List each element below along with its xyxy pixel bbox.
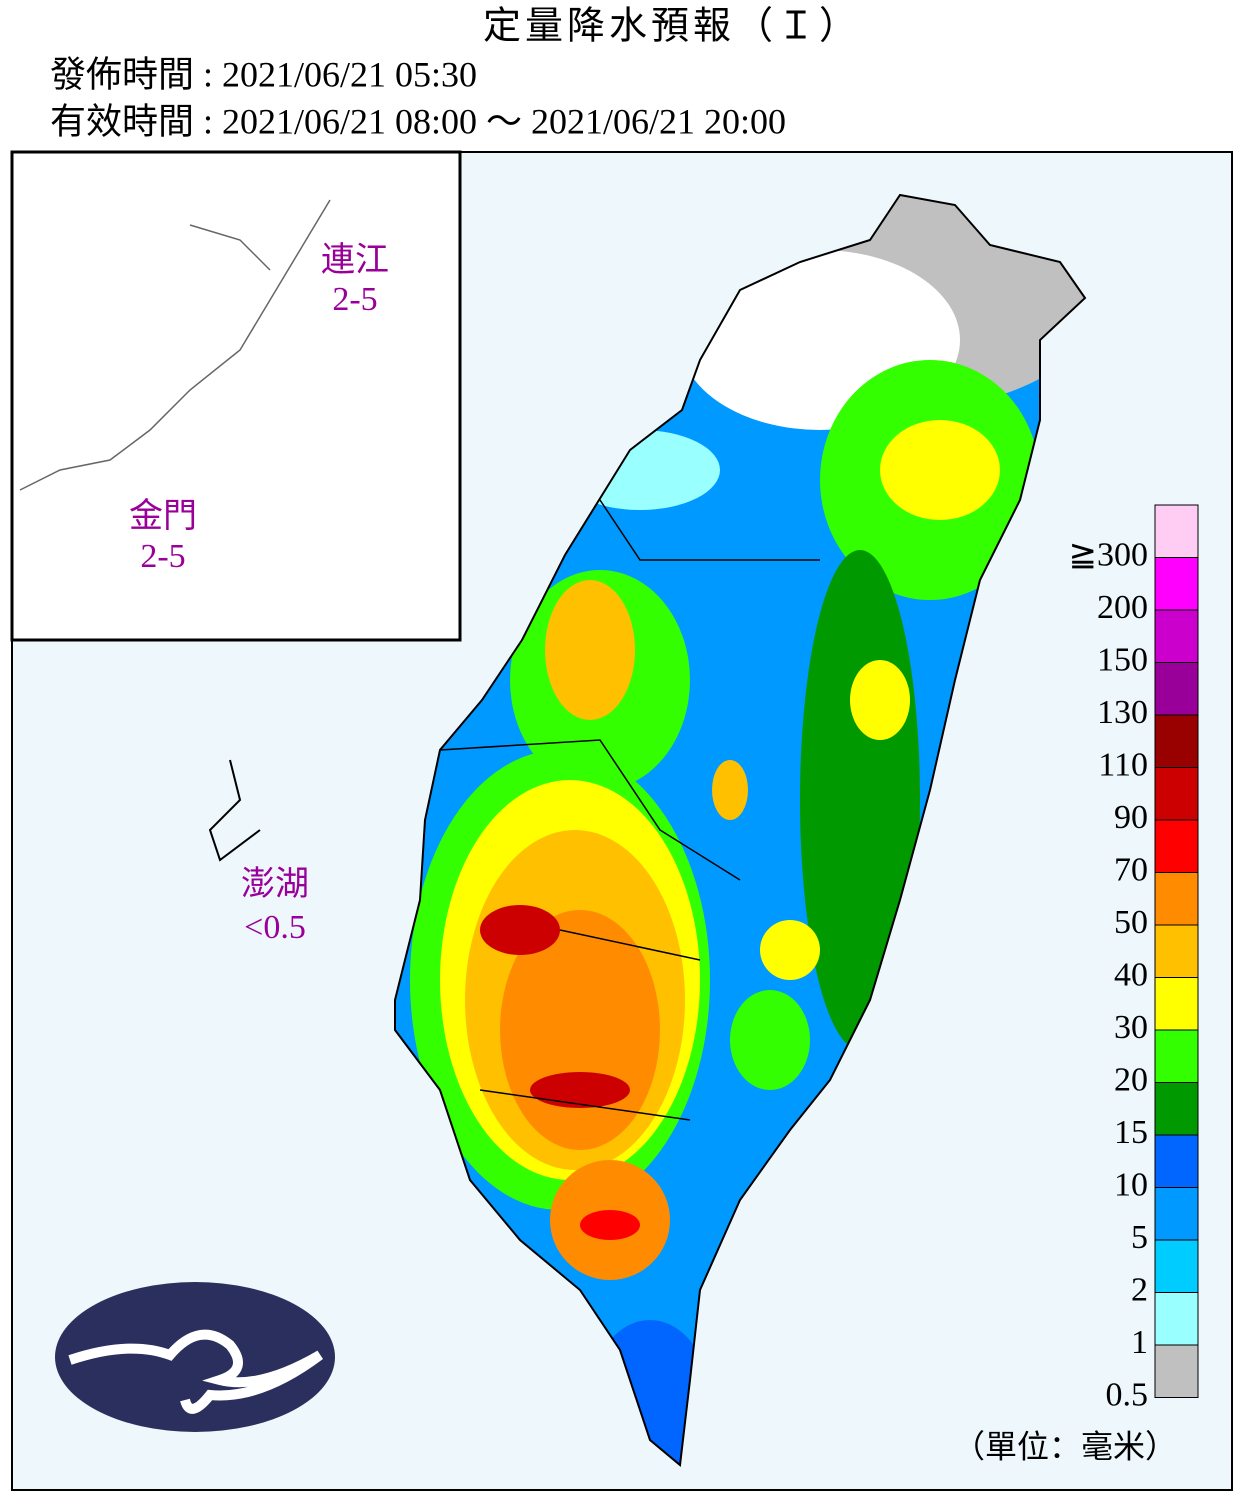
legend-label: 200 <box>1097 589 1148 626</box>
legend-label: 1 <box>1131 1324 1148 1361</box>
logo <box>55 1282 335 1432</box>
logo-swirl <box>68 1329 323 1414</box>
region-value: 2-5 <box>332 281 377 318</box>
region-value: 2-5 <box>140 538 185 575</box>
title: 定量降水預報（Ｉ） <box>483 6 861 48</box>
issue-time: 發佈時間 : 2021/06/21 05:30 <box>50 54 477 94</box>
legend-swatch <box>1154 1187 1199 1241</box>
region-name: 金門 <box>129 497 197 535</box>
legend-label: 15 <box>1114 1114 1148 1151</box>
legend-swatch <box>1154 977 1199 1031</box>
legend-swatch <box>1154 767 1199 821</box>
region-name: 澎湖 <box>241 865 309 903</box>
penghu-islands <box>208 759 261 862</box>
legend-swatch <box>1154 1029 1199 1083</box>
legend-label: 2 <box>1131 1271 1148 1308</box>
legend-label: 0.5 <box>1106 1376 1149 1413</box>
region-value: <0.5 <box>244 909 306 946</box>
legend-swatch <box>1154 557 1199 611</box>
legend-swatch <box>1154 1292 1199 1346</box>
legend-swatch <box>1154 924 1199 978</box>
legend-label: ≧300 <box>1069 536 1149 573</box>
legend-label: 30 <box>1114 1009 1148 1046</box>
legend-label: 90 <box>1114 799 1148 836</box>
legend-label: 70 <box>1114 851 1148 888</box>
county-borders <box>439 499 820 1121</box>
legend-swatch <box>1154 1239 1199 1293</box>
legend: ≧300 200 150 130 110 90 70 50 40 30 20 15 10 5 2 1 0.5 <box>1069 504 1199 1413</box>
legend-label: 150 <box>1097 641 1148 678</box>
coastline <box>19 199 331 491</box>
unit: （單位：毫米） <box>953 1428 1177 1464</box>
legend-swatch <box>1154 1134 1199 1188</box>
legend-swatch <box>1154 819 1199 873</box>
valid-time: 有效時間 : 2021/06/21 08:00 ～ 2021/06/21 20:… <box>50 101 786 141</box>
legend-label: 50 <box>1114 904 1148 941</box>
legend-swatch <box>1154 609 1199 663</box>
inset-frame <box>10 150 462 642</box>
legend-swatch <box>1154 714 1199 768</box>
legend-label: 110 <box>1098 746 1148 783</box>
legend-swatch <box>1154 1344 1199 1398</box>
legend-label: 5 <box>1131 1219 1148 1256</box>
legend-label: 20 <box>1114 1061 1148 1098</box>
legend-swatch <box>1154 1082 1199 1136</box>
legend-label: 40 <box>1114 956 1148 993</box>
region-name: 連江 <box>321 241 389 279</box>
legend-swatch <box>1154 504 1199 558</box>
legend-swatch <box>1154 662 1199 716</box>
legend-swatch <box>1154 872 1199 926</box>
legend-label: 130 <box>1097 694 1148 731</box>
legend-label: 10 <box>1114 1166 1148 1203</box>
